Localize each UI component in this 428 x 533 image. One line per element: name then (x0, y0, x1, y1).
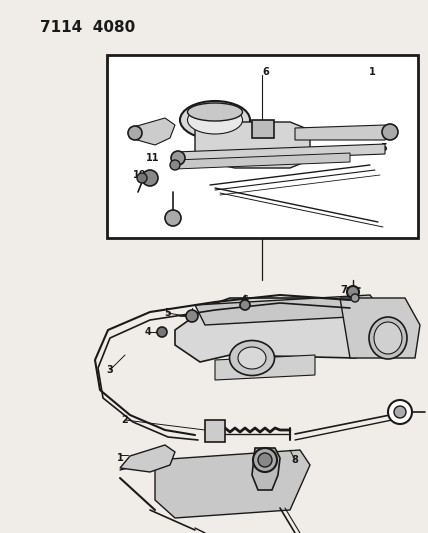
Text: 5: 5 (165, 308, 171, 318)
Circle shape (382, 124, 398, 140)
Text: 4: 4 (145, 327, 152, 337)
Polygon shape (252, 448, 280, 490)
Ellipse shape (187, 103, 243, 121)
Polygon shape (120, 445, 175, 472)
Circle shape (171, 151, 185, 165)
Text: 6: 6 (242, 295, 248, 305)
Circle shape (347, 286, 359, 298)
Ellipse shape (229, 341, 274, 376)
Circle shape (186, 310, 198, 322)
Bar (107, 55, 418, 238)
Text: 7: 7 (341, 285, 348, 295)
Text: 8: 8 (291, 455, 298, 465)
Text: 10: 10 (133, 170, 147, 180)
Polygon shape (175, 153, 350, 169)
Circle shape (165, 210, 181, 226)
Polygon shape (155, 450, 310, 518)
Circle shape (142, 170, 158, 186)
Circle shape (253, 448, 277, 472)
Ellipse shape (187, 106, 243, 134)
Polygon shape (175, 144, 385, 162)
Text: 1: 1 (369, 67, 375, 77)
Ellipse shape (180, 101, 250, 139)
Circle shape (157, 327, 167, 337)
Circle shape (137, 173, 147, 183)
Text: 9: 9 (172, 210, 178, 220)
Polygon shape (195, 295, 385, 325)
Circle shape (170, 160, 180, 170)
Text: 3: 3 (107, 365, 113, 375)
Circle shape (128, 126, 142, 140)
Ellipse shape (238, 347, 266, 369)
Circle shape (240, 300, 250, 310)
Polygon shape (130, 118, 175, 145)
Text: 5: 5 (380, 143, 387, 153)
Polygon shape (340, 298, 420, 358)
Text: 6: 6 (263, 67, 269, 77)
Circle shape (388, 400, 412, 424)
Circle shape (394, 406, 406, 418)
Polygon shape (215, 355, 315, 380)
Bar (252, 120, 274, 138)
Polygon shape (295, 125, 395, 140)
Bar (205, 420, 225, 442)
Polygon shape (175, 298, 405, 362)
Polygon shape (195, 122, 310, 168)
Text: 11: 11 (146, 153, 160, 163)
Ellipse shape (369, 317, 407, 359)
Text: 7114  4080: 7114 4080 (40, 20, 135, 35)
Circle shape (258, 453, 272, 467)
Circle shape (351, 294, 359, 302)
Ellipse shape (374, 322, 402, 354)
Text: 1: 1 (116, 453, 123, 463)
Text: 2: 2 (122, 415, 128, 425)
